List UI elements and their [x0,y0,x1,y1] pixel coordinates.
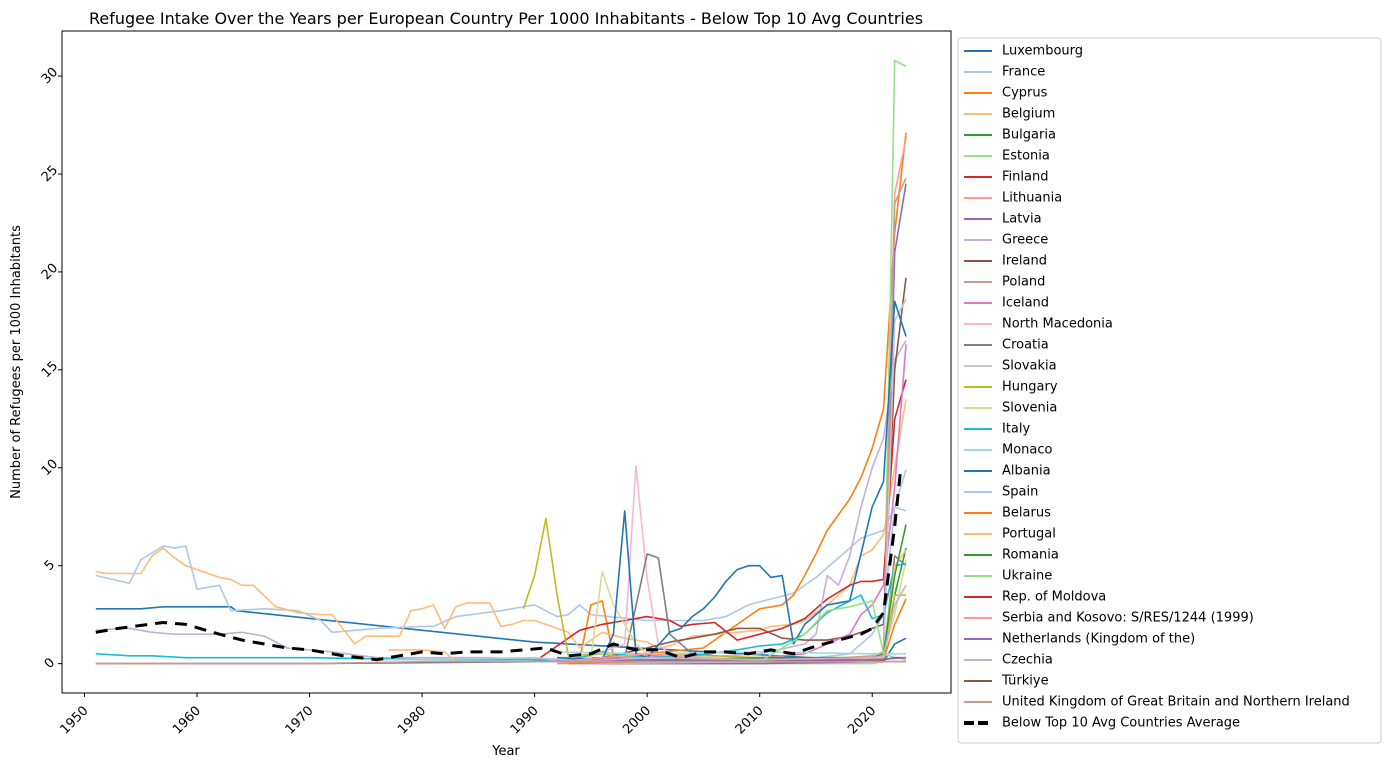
plot-area [61,30,952,694]
x-tick-label: 1990 [508,703,542,737]
legend-label: France [1002,65,1045,80]
x-tick-label: 1960 [170,703,204,737]
legend-label: Iceland [1002,296,1049,311]
legend-label: Czechia [1002,653,1053,668]
legend-label: North Macedonia [1002,317,1113,332]
legend-label: Poland [1002,275,1045,290]
legend-label: Türkiye [1001,674,1049,689]
x-tick-label: 1980 [395,703,429,737]
legend-label: Rep. of Moldova [1002,590,1106,605]
legend-label: Below Top 10 Avg Countries Average [1002,716,1240,731]
legend-label: Serbia and Kosovo: S/RES/1244 (1999) [1002,611,1254,626]
legend-label: Romania [1002,548,1059,563]
series-line-20 [557,300,907,661]
x-tick-label: 2020 [845,703,879,737]
x-tick-label: 2000 [620,703,654,737]
series-line-31 [95,660,906,665]
legend-label: Netherlands (Kingdom of the) [1002,632,1195,647]
y-axis-label: Number of Refugees per 1000 Inhabitants [9,225,24,499]
x-tick-label: 1950 [58,703,92,737]
legend-label: Luxembourg [1002,44,1083,59]
y-tick-label: 10 [39,457,61,479]
y-tick-label: 15 [39,359,61,381]
legend-label: Bulgaria [1002,128,1056,143]
series-line-29 [568,584,907,663]
legend-label: Croatia [1002,338,1049,353]
series-layer [95,59,907,665]
series-line-18 [95,562,907,663]
legend-label: Latvia [1002,212,1042,227]
legend-frame [957,37,1382,744]
legend-label: Italy [1002,422,1031,437]
legend-label: Belgium [1002,107,1055,122]
legend-label: Monaco [1002,443,1053,458]
legend-label: Slovenia [1002,401,1057,416]
y-tick-label: 25 [39,163,61,185]
legend-label: United Kingdom of Great Britain and Nort… [1002,695,1350,710]
x-axis-label: Year [491,744,520,759]
legend: Luxembourg France Cyprus Belgium Bulgaria Est… [957,37,1382,744]
x-tick-label: 1970 [283,703,317,737]
legend-label: Belarus [1002,506,1051,521]
legend-label: Ukraine [1002,569,1052,584]
y-tick-label: 30 [39,65,61,87]
legend-label: Portugal [1002,527,1056,542]
legend-label: Albania [1002,464,1051,479]
series-line-6 [534,379,907,663]
legend-label: Lithuania [1002,191,1062,206]
y-tick-label: 5 [42,557,58,573]
y-tick-label: 20 [39,261,61,283]
x-tick-label: 2010 [733,703,767,737]
series-line-0 [95,606,907,663]
legend-label: Estonia [1002,149,1050,164]
legend-label: Spain [1002,485,1038,500]
legend-label: Ireland [1002,254,1047,269]
series-line-1 [95,506,907,634]
series-line-32 [95,471,902,662]
legend-label: Finland [1002,170,1048,185]
series-line-3 [95,399,907,649]
legend-label: Hungary [1002,380,1058,395]
y-tick-label: 0 [42,655,58,671]
chart-title: Refugee Intake Over the Years per Europe… [89,9,923,28]
legend-label: Cyprus [1002,86,1048,101]
legend-label: Slovakia [1002,359,1057,374]
legend-label: Greece [1002,233,1048,248]
